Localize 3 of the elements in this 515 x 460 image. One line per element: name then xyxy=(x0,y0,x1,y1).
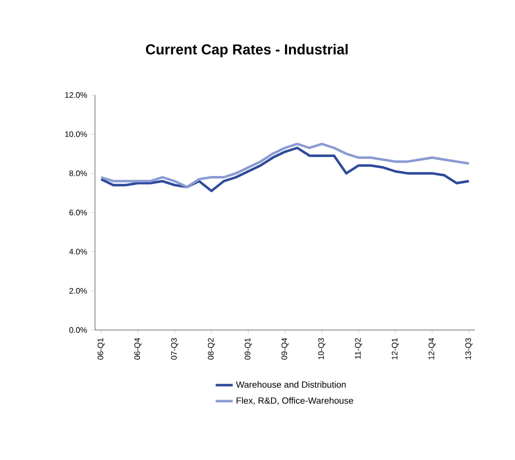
chart-title: Current Cap Rates - Industrial xyxy=(146,44,348,58)
legend-label: Warehouse and Distribution xyxy=(236,381,346,388)
legend-label: Flex, R&D, Office-Warehouse xyxy=(236,397,354,405)
